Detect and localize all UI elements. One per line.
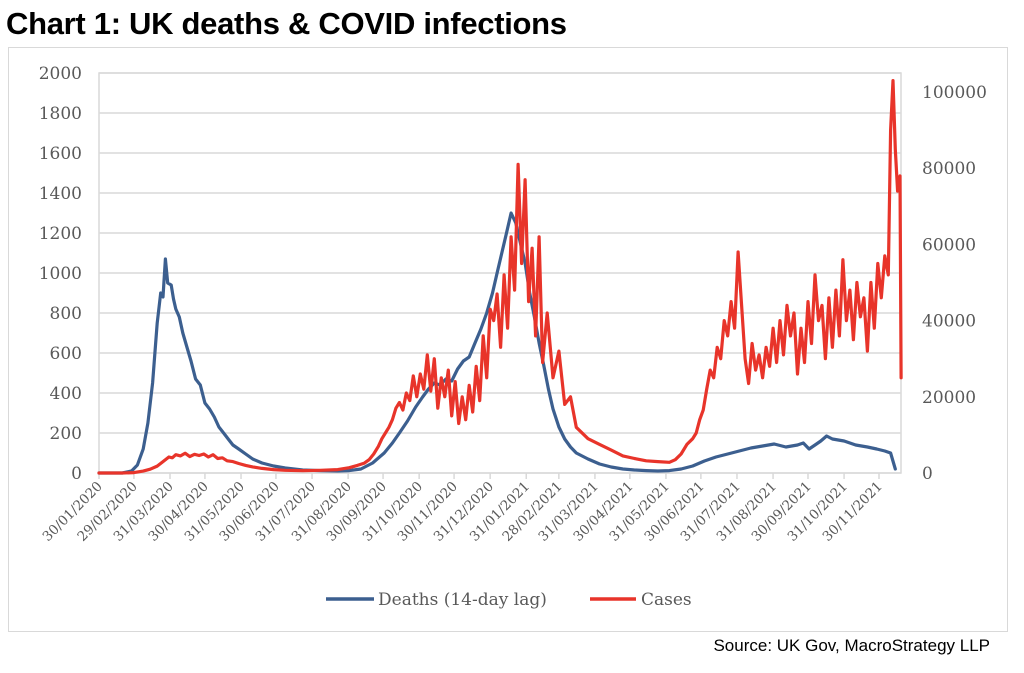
series-lines [97,78,903,475]
y-left-tick-label: 200 [50,424,82,444]
gridlines [98,72,902,474]
x-axis: 30/01/202029/02/202031/03/202030/04/2020… [39,473,886,545]
legend-label-cases: Cases [641,590,692,610]
y-right-tick-label: 100000 [922,83,987,103]
y-left-tick-label: 1400 [39,184,82,204]
y-right-tick-label: 0 [922,464,933,484]
y-left-tick-label: 2000 [39,64,82,84]
legend-label-deaths: Deaths (14-day lag) [378,590,547,610]
y-right-tick-label: 80000 [922,159,976,179]
chart-title: Chart 1: UK deaths & COVID infections [6,6,567,41]
source-note: Source: UK Gov, MacroStrategy LLP [713,636,990,655]
y-left-tick-label: 600 [50,344,82,364]
y-left-tick-label: 1600 [39,144,82,164]
y-axis-right: 0 20000 40000 60000 80000 100000 [922,83,987,484]
series-line-cases [97,78,903,475]
y-left-tick-label: 800 [50,304,82,324]
y-left-tick-label: 1200 [39,224,82,244]
y-right-tick-label: 60000 [922,235,976,255]
y-left-tick-label: 400 [50,384,82,404]
y-left-tick-label: 0 [71,464,82,484]
y-axis-left: 0 200 400 600 800 1000 1200 1400 1600 1800 2000 [39,64,82,484]
chart-frame [8,47,1008,632]
series-line-deaths [97,211,897,475]
y-right-tick-label: 20000 [922,388,976,408]
y-right-tick-label: 40000 [922,312,976,332]
legend: Deaths (14-day lag) Cases [326,590,692,610]
y-left-tick-label: 1800 [39,104,82,124]
y-left-tick-label: 1000 [39,264,82,284]
